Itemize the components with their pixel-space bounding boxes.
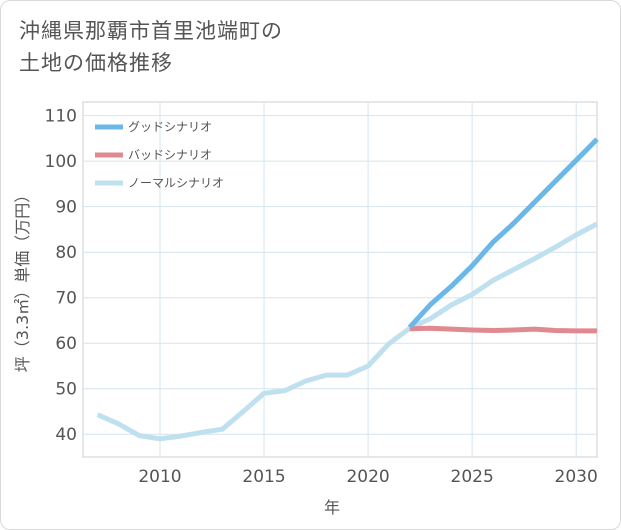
legend-label: ノーマルシナリオ xyxy=(128,176,224,190)
x-tick-label: 2030 xyxy=(555,467,598,487)
grid xyxy=(83,102,597,457)
series-line-normal xyxy=(96,221,599,442)
y-tick-label: 100 xyxy=(45,152,77,172)
legend-label: バッドシナリオ xyxy=(128,148,212,162)
y-axis-title: 坪（3.3㎡）単価（万円） xyxy=(13,187,32,372)
y-tick-label: 40 xyxy=(55,425,77,445)
y-tick-label: 50 xyxy=(55,380,77,400)
series-line-bad xyxy=(409,325,597,334)
chart-title-line-1: 沖縄県那覇市首里池端町の xyxy=(19,19,283,43)
y-tick-label: 60 xyxy=(55,334,77,354)
legend-label: グッドシナリオ xyxy=(128,120,212,134)
y-tick-label: 80 xyxy=(55,243,77,263)
x-tick-label: 2025 xyxy=(451,467,494,487)
series-line-good xyxy=(407,137,599,329)
x-axis-title: 年 xyxy=(324,498,340,517)
x-tick-label: 2020 xyxy=(346,467,389,487)
x-tick-label: 2010 xyxy=(138,467,181,487)
x-tick-label: 2015 xyxy=(242,467,285,487)
y-tick-label: 110 xyxy=(45,107,77,127)
y-tick-label: 70 xyxy=(55,289,77,309)
chart-title: 沖縄県那覇市首里池端町の 土地の価格推移 xyxy=(19,15,283,79)
y-tick-label: 90 xyxy=(55,198,77,218)
chart-title-line-2: 土地の価格推移 xyxy=(19,51,173,75)
